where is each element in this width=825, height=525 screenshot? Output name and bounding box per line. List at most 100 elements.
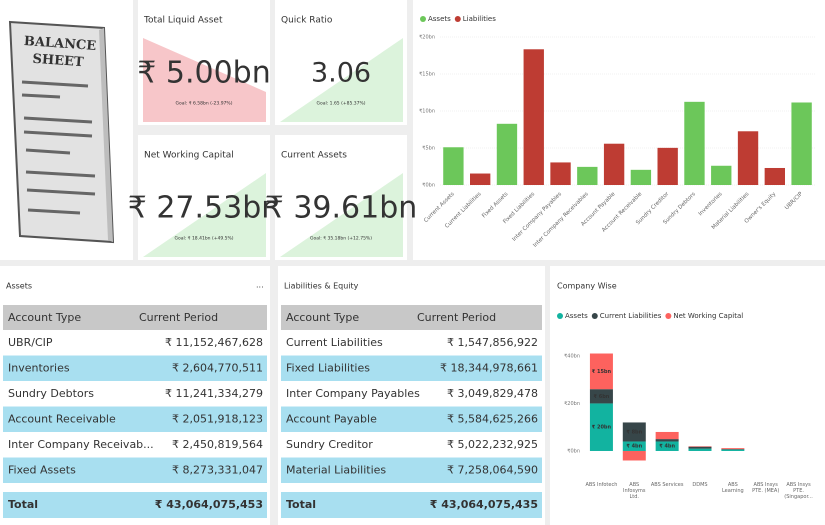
legend-marker [420, 16, 426, 22]
paper-line [25, 148, 71, 155]
kpi-goal: Goal: ₹ 6.58bn (-23.97%) [176, 101, 233, 107]
legend-label: Assets [428, 15, 451, 23]
cell: Inventories [8, 362, 70, 375]
cell: Account Receivable [8, 413, 116, 426]
cell: ₹ 5,022,232,925 [447, 438, 538, 451]
cell: ₹ 8,273,331,047 [172, 464, 263, 477]
x-tick-label: ABS Infosyms Ltd. [623, 482, 646, 500]
table-title: Liabilities & Equity [284, 282, 359, 291]
x-tick-label-box: ABS Insys PTE. (Singapor... [784, 482, 813, 500]
paper-line [21, 80, 89, 88]
kpi-trend-area [143, 173, 266, 257]
kpi-title: Total Liquid Asset [143, 16, 223, 26]
paper-line [26, 188, 96, 196]
cell: Fixed Assets [8, 464, 76, 477]
legend-label: Net Working Capital [673, 312, 743, 320]
bar [603, 143, 625, 185]
cell: ₹ 5,584,625,266 [447, 413, 538, 426]
bar-segment [622, 441, 646, 451]
kpi-goal: Goal: 1.65 (+85.37%) [316, 101, 365, 107]
data-label: ₹ 4bn [626, 444, 642, 450]
x-tick-label: ABS Insys PTE. (Singapor... [784, 482, 813, 500]
cell: ₹ 7,258,064,590 [447, 464, 538, 477]
bar [470, 173, 491, 185]
bar-segment [688, 448, 712, 451]
cell: ₹ 3,049,829,478 [447, 387, 538, 400]
bar-segment [721, 449, 745, 451]
table-row [3, 406, 267, 432]
kpi-value: 3.06 [311, 58, 371, 89]
cell: ₹ 2,450,819,564 [172, 438, 263, 451]
cell: Sundry Creditor [286, 438, 373, 451]
cell: UBR/CIP [8, 336, 53, 349]
table-row [281, 457, 542, 483]
x-tick-label: ABS Infotech [585, 482, 618, 488]
bar [657, 147, 678, 185]
data-label: ₹ 15bn [592, 369, 612, 375]
bar [523, 49, 544, 186]
column-header: Account Type [286, 311, 359, 324]
legend-label: Current Liabilities [600, 312, 662, 320]
kpi-trend-area [280, 38, 403, 122]
table-row [3, 330, 267, 356]
kpi-value: ₹ 27.53bn [128, 191, 281, 226]
kpi-value: ₹ 39.61bn [265, 191, 418, 226]
cell: Sundry Debtors [8, 387, 94, 400]
column-header: Current Period [417, 311, 496, 324]
kpi-title: Net Working Capital [144, 151, 234, 161]
cell: ₹ 1,547,856,922 [447, 336, 538, 349]
x-tick-label-box: ABS Infotech [585, 482, 618, 488]
x-tick-label-box: ABS Services [650, 482, 684, 488]
total-value: ₹ 43,064,075,453 [155, 498, 263, 511]
paper-line [27, 208, 81, 215]
x-tick-label: ABS Services [650, 482, 684, 488]
cell: Account Payable [286, 413, 377, 426]
table-menu[interactable]: ... [256, 281, 264, 290]
y-tick-label: ₹40bn [564, 353, 580, 359]
balance-sheet-image: BALANCE SHEET [8, 20, 115, 244]
cell: ₹ 2,604,770,511 [172, 362, 263, 375]
x-tick-label: DDMS [692, 482, 708, 488]
kpi-trend-area [280, 173, 403, 257]
bar [496, 123, 518, 185]
cell: Inter Company Receivab... [8, 438, 154, 451]
table-row [3, 457, 267, 483]
bar [630, 169, 652, 185]
total-value: ₹ 43,064,075,435 [430, 498, 538, 511]
bar-segment [622, 422, 646, 442]
cell: Material Liabilities [286, 464, 386, 477]
bar [737, 131, 759, 185]
legend-label: Assets [565, 312, 588, 320]
bar-chart-tile [413, 0, 825, 260]
x-tick-label-box: ABS Learning [721, 482, 744, 494]
y-tick-label: ₹15bn [419, 72, 435, 78]
legend-marker [557, 313, 563, 319]
y-tick-label: ₹5bn [422, 146, 435, 152]
table-header [3, 305, 267, 330]
legend-marker [665, 313, 672, 319]
bar [684, 101, 705, 185]
column-header: Account Type [8, 311, 81, 324]
bar [550, 162, 571, 185]
table-row [281, 355, 542, 381]
y-tick-label: ₹20bn [564, 401, 580, 407]
data-label: ₹ 20bn [592, 425, 612, 431]
table-row [3, 381, 267, 407]
legend-label: Liabilities [463, 15, 496, 23]
legend-marker [591, 313, 598, 319]
kpi-trend-area [143, 38, 266, 122]
bar [443, 147, 464, 185]
kpi-title: Quick Ratio [281, 16, 333, 26]
data-label: ₹ 4bn [659, 444, 675, 450]
table-title: Assets [6, 282, 32, 291]
bar-segment [688, 446, 712, 449]
bar-segment [589, 389, 613, 404]
image-text: SHEET [32, 52, 84, 71]
bar-segment [589, 353, 613, 390]
table-row [281, 330, 542, 356]
x-tick-label: ABS Learning [721, 482, 744, 494]
paper-line [25, 170, 96, 178]
column-header: Current Period [139, 311, 218, 324]
bar [791, 102, 812, 185]
